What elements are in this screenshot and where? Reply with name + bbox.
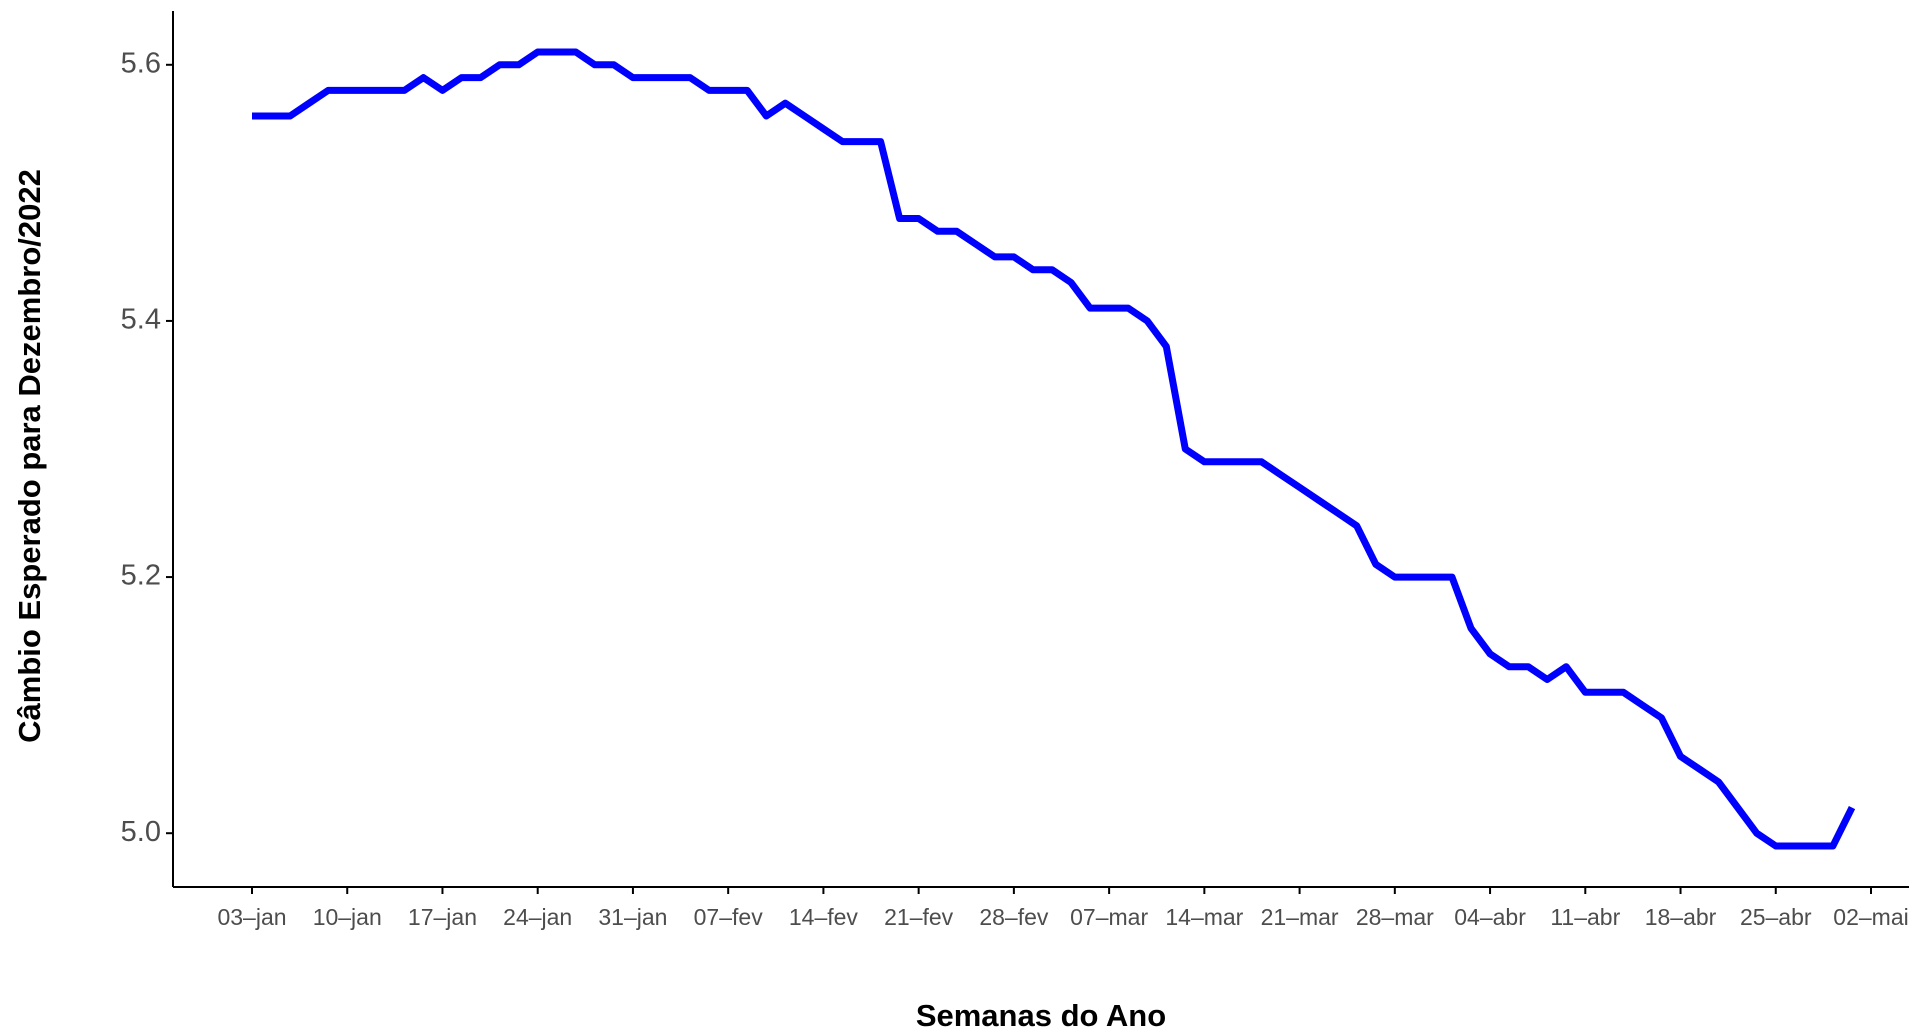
x-tick-label: 21–fev bbox=[884, 904, 954, 930]
x-tick-label: 31–jan bbox=[598, 904, 667, 930]
y-tick-label: 5.4 bbox=[121, 304, 161, 336]
y-axis-title: Câmbio Esperado para Dezembro/2022 bbox=[12, 169, 47, 743]
x-axis-title: Semanas do Ano bbox=[916, 998, 1166, 1033]
x-tick-label: 21–mar bbox=[1261, 904, 1339, 930]
x-tick-label: 28–fev bbox=[979, 904, 1049, 930]
y-tick-label: 5.6 bbox=[121, 47, 161, 79]
x-tick-label: 10–jan bbox=[313, 904, 382, 930]
y-tick-label: 5.0 bbox=[121, 816, 161, 848]
x-tick-label: 02–mai bbox=[1833, 904, 1908, 930]
x-tick-label: 03–jan bbox=[217, 904, 286, 930]
x-tick-label: 25–abr bbox=[1740, 904, 1812, 930]
data-line bbox=[252, 48, 1856, 850]
x-tick-label: 11–abr bbox=[1550, 904, 1620, 930]
x-tick-label: 04–abr bbox=[1454, 904, 1526, 930]
x-tick-label: 28–mar bbox=[1356, 904, 1434, 930]
x-tick-label: 14–mar bbox=[1165, 904, 1243, 930]
x-tick-label: 18–abr bbox=[1645, 904, 1717, 930]
x-tick-label: 24–jan bbox=[503, 904, 572, 930]
x-tick-label: 07–fev bbox=[694, 904, 764, 930]
x-tick-label: 17–jan bbox=[408, 904, 477, 930]
x-tick-label: 07–mar bbox=[1070, 904, 1148, 930]
y-tick-label: 5.2 bbox=[121, 560, 161, 592]
x-tick-label: 14–fev bbox=[789, 904, 859, 930]
